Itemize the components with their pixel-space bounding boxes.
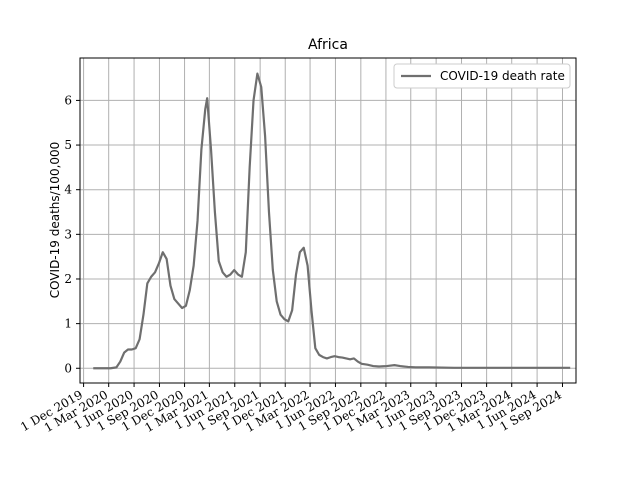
legend: COVID-19 death rate	[393, 63, 571, 89]
legend-label: COVID-19 death rate	[440, 69, 565, 83]
y-tick-label: 5	[64, 138, 72, 152]
y-tick-label: 1	[64, 317, 72, 331]
grid-layer	[80, 58, 576, 383]
series-line-covid-death-rate	[93, 72, 571, 370]
y-axis: 0 1 2 3 4 5 6	[64, 93, 80, 375]
y-tick-label: 0	[64, 361, 72, 375]
y-tick-label: 3	[64, 227, 72, 241]
chart-title: Africa	[308, 37, 348, 53]
plot-area-frame	[79, 57, 577, 384]
legend-box	[393, 63, 571, 89]
y-tick-label: 2	[64, 272, 72, 286]
y-tick-label: 4	[64, 183, 72, 197]
y-tick-label: 6	[64, 93, 72, 107]
y-axis-label: COVID-19 deaths/100,000	[48, 142, 62, 299]
series-layer	[93, 72, 571, 370]
